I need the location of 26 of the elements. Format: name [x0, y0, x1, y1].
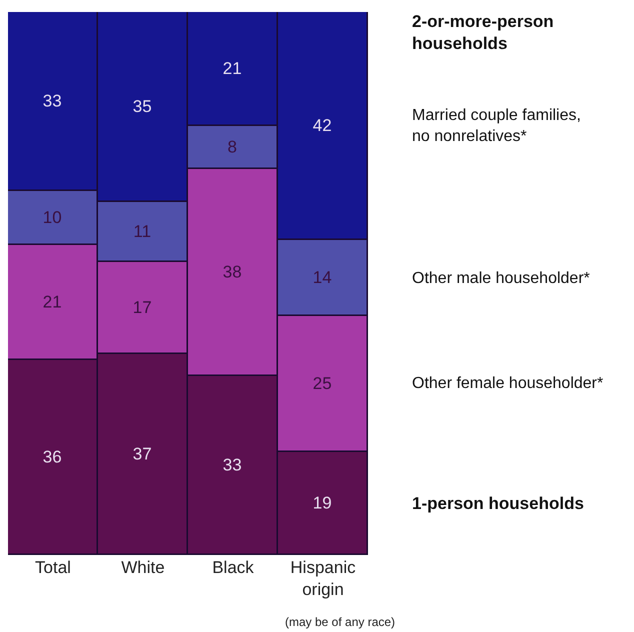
data-label: 35	[132, 96, 152, 116]
data-label: 33	[42, 91, 62, 110]
data-label: 37	[132, 444, 152, 464]
data-label: 33	[222, 455, 242, 474]
data-label: 10	[42, 208, 62, 227]
x-tick-label: Hispanic origin	[290, 558, 356, 600]
text: 1-person households	[412, 494, 584, 513]
data-label: 17	[132, 298, 152, 317]
text: 2-or-more-person households	[412, 12, 554, 54]
data-label: 38	[222, 262, 242, 282]
data-label: 36	[42, 447, 62, 466]
data-label: 42	[312, 116, 332, 135]
x-tick-label: Total	[35, 558, 71, 577]
data-label: 21	[222, 58, 242, 78]
data-label: 25	[312, 374, 332, 393]
data-label: 21	[42, 292, 62, 312]
data-label: 19	[312, 493, 332, 512]
x-tick-label: Black	[212, 558, 254, 577]
data-label: 14	[312, 268, 332, 287]
data-label: 8	[228, 137, 237, 156]
text: Other male householder*	[412, 270, 590, 287]
text: Other female householder*	[412, 375, 604, 392]
data-label: 11	[133, 222, 152, 241]
text: (may be of any race)	[285, 615, 396, 629]
text: Married couple families, no nonrelatives*	[412, 107, 581, 145]
x-tick-label: White	[121, 558, 165, 577]
